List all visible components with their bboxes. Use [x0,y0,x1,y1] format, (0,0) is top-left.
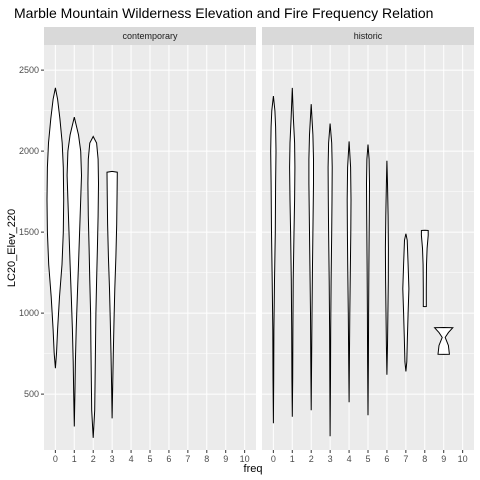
x-tick-label: 4 [129,454,134,464]
violin-freq-9 [433,326,454,355]
violin-freq-8 [420,229,429,308]
x-tick-label: 9 [441,454,446,464]
violin-freq-2 [308,104,314,411]
x-tick-label: 7 [185,454,190,464]
x-tick-label: 3 [328,454,333,464]
violin-freq-5 [365,144,371,416]
x-tick-label: 2 [309,454,314,464]
y-axis: 500 1000 1500 2000 2500 [19,65,44,399]
violin-freq-3 [327,123,333,437]
violin-freq-6 [384,160,389,375]
violin-freq-7 [402,233,410,372]
x-tick-label: 9 [223,454,228,464]
violin-freq-0 [270,95,277,424]
strip-background [44,27,256,45]
x-tick-label: 8 [422,454,427,464]
x-tick-label: 7 [403,454,408,464]
y-tick-label: 1000 [19,308,39,318]
facet-panels: contemporary 0 1 2 3 4 5 6 7 8 9 10 historic 0 1 2 3 4 5 6 7… [44,27,474,464]
strip-label-historic: historic [354,31,383,41]
x-tick-label: 6 [166,454,171,464]
x-tick-label: 5 [365,454,370,464]
x-tick-label: 4 [347,454,352,464]
violin-freq-4 [346,141,352,403]
x-tick-label: 5 [147,454,152,464]
panel-contemporary: contemporary 0 1 2 3 4 5 6 7 8 9 10 [44,27,256,464]
y-tick-label: 1500 [19,227,39,237]
x-axis-title: freq [244,463,263,475]
x-tick-label: 10 [458,454,468,464]
x-tick-label: 10 [240,454,250,464]
y-tick-label: 500 [24,389,39,399]
violin-freq-0 [46,87,65,369]
x-tick-label: 8 [204,454,209,464]
y-tick-label: 2000 [19,146,39,156]
x-tick-label: 1 [72,454,77,464]
y-axis-title: LC20_Elev_220 [6,209,18,287]
strip-label-contemporary: contemporary [122,31,178,41]
y-tick-label: 2500 [19,65,39,75]
violin-freq-2 [87,135,100,438]
x-tick-label: 2 [91,454,96,464]
violin-freq-3 [106,170,118,419]
chart-title: Marble Mountain Wilderness Elevation and… [14,5,433,21]
violin-freq-1 [289,87,296,417]
x-tick-label: 3 [110,454,115,464]
x-tick-label: 0 [271,454,276,464]
strip-background [262,27,474,45]
panel-historic: historic 0 1 2 3 4 5 6 7 8 9 10 [262,27,474,464]
violin-freq-1 [66,116,83,427]
x-tick-label: 6 [384,454,389,464]
x-tick-label: 1 [290,454,295,464]
x-tick-label: 0 [53,454,58,464]
